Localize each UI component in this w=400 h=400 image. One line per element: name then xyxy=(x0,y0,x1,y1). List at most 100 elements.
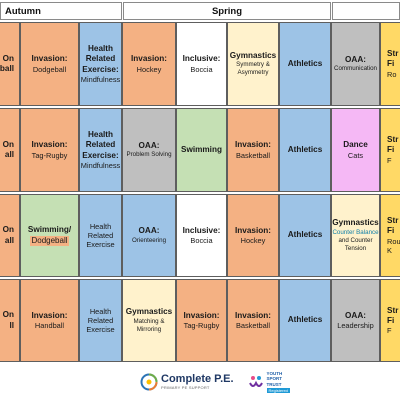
lesson-cell-text: Dance xyxy=(343,140,368,150)
lesson-cell-text: Health xyxy=(89,221,112,231)
lesson-cell-text: Cats xyxy=(347,150,364,160)
lesson-cell: Inclusive: Boccia xyxy=(176,194,227,277)
lesson-cell: OAA: Leadership xyxy=(331,279,380,362)
lesson-cell-text: OAA: xyxy=(345,54,366,64)
lesson-cell: Health Related Exercise xyxy=(79,194,122,277)
lesson-cell-text: Exercise: xyxy=(82,150,119,160)
lesson-cell: Invasion: Handball xyxy=(20,279,79,362)
lesson-cell-text: Tag-Rugby xyxy=(183,321,220,330)
lesson-cell-text: OAA: xyxy=(345,310,366,320)
lesson-cell-text: On xyxy=(2,53,14,63)
lesson-cell-text: Str xyxy=(387,305,399,315)
lesson-cell: Invasion: Hockey xyxy=(227,194,279,277)
lesson-cell-text: On xyxy=(2,310,14,320)
yst-badge: Registered xyxy=(266,387,290,393)
lesson-cell-text: Dodgeball xyxy=(32,64,67,74)
lesson-cell: Str Fi Ro xyxy=(380,22,400,106)
lesson-cell: Str Fi F xyxy=(380,108,400,192)
lesson-cell-text: Symmetry & xyxy=(236,61,270,69)
lesson-cell-text: Dodgeball xyxy=(30,235,69,246)
header-autumn: Autumn xyxy=(0,2,122,20)
lesson-cell-text: F xyxy=(387,326,392,336)
footer-logos: Complete P.E. PRIMARY PE SUPPORT YOUTH S… xyxy=(140,367,340,397)
lesson-cell-text: Boccia xyxy=(190,64,213,74)
lesson-cell: Health Related Exercise xyxy=(79,279,122,362)
curriculum-grid: Autumn Spring On ball Invasion: Dodgeball He… xyxy=(0,2,400,362)
lesson-cell-text: Invasion: xyxy=(235,140,271,150)
lesson-cell-text: Exercise xyxy=(86,240,115,250)
lesson-cell-text: Swimming/ xyxy=(27,225,72,235)
lesson-cell: On ball xyxy=(0,22,20,106)
lesson-cell-text: Gymnastics xyxy=(332,218,379,228)
lesson-cell-text: Matching & xyxy=(133,317,165,325)
lesson-cell-text: Tension xyxy=(344,244,367,252)
complete-pe-name: Complete P.E. xyxy=(161,373,234,385)
lesson-cell-text: Hockey xyxy=(240,236,266,245)
lesson-cell-text: Rou xyxy=(387,236,400,246)
lesson-cell-text: Invasion: xyxy=(235,225,271,235)
lesson-cell: Invasion: Hockey xyxy=(122,22,176,106)
lesson-cell-text: Fi xyxy=(387,226,395,236)
lesson-cell-text: Str xyxy=(387,135,399,145)
lesson-cell-text: Health xyxy=(87,44,114,53)
lesson-cell-text: F xyxy=(387,155,392,165)
complete-pe-tagline: PRIMARY PE SUPPORT xyxy=(161,385,210,390)
lesson-cell-text: Fi xyxy=(387,315,395,325)
lesson-cell: Health Related Exercise: Mindfulness xyxy=(79,22,122,106)
lesson-cell: Gymnastics Matching & Mirroring xyxy=(122,279,176,362)
lesson-cell: Athletics xyxy=(279,194,331,277)
lesson-cell-text: Related xyxy=(85,140,116,150)
lesson-cell-text: Counter Balance xyxy=(332,228,379,236)
lesson-cell-text: all xyxy=(4,235,14,245)
lesson-cell-text: Invasion: xyxy=(235,310,271,320)
lesson-cell-text: Health xyxy=(89,306,112,316)
lesson-cell-text: On xyxy=(2,139,14,149)
lesson-cell-text: Athletics xyxy=(287,315,323,325)
lesson-cell-text: OAA: xyxy=(138,140,160,150)
lesson-cell: On ll xyxy=(0,279,20,362)
lesson-cell-text: all xyxy=(4,150,14,159)
header-spring-label: Spring xyxy=(211,5,243,17)
lesson-cell-text: Swimming xyxy=(181,144,222,154)
lesson-cell-text: Str xyxy=(387,49,399,59)
lesson-cell-text: Handball xyxy=(34,321,65,330)
lesson-cell-text: Athletics xyxy=(287,58,323,68)
lesson-cell: Gymnastics Symmetry & Asymmetry xyxy=(227,22,279,106)
lesson-cell-text: Exercise: xyxy=(82,64,119,74)
youth-sport-trust-mark-icon xyxy=(248,375,263,387)
lesson-cell-text: Fi xyxy=(387,59,395,69)
lesson-cell-text: Ro xyxy=(387,69,397,79)
lesson-cell-text: and Counter xyxy=(338,236,373,244)
lesson-cell-text: Mirroring xyxy=(136,325,162,333)
lesson-cell-text: OAA: xyxy=(138,226,160,236)
yst-line-3: TRUST xyxy=(266,381,282,387)
lesson-cell: Athletics xyxy=(279,22,331,106)
lesson-cell: Inclusive: Boccia xyxy=(176,22,227,106)
lesson-cell-text: Tag-Rugby xyxy=(31,150,68,160)
lesson-cell-text: Inclusive: xyxy=(182,54,221,64)
lesson-cell: Dance Cats xyxy=(331,108,380,192)
lesson-cell-text: Exercise xyxy=(86,325,115,335)
lesson-cell-text: Invasion: xyxy=(183,310,220,320)
lesson-cell-text: Mindfulness xyxy=(80,160,121,170)
lesson-cell-text: Related xyxy=(87,230,114,240)
complete-pe-logo: Complete P.E. PRIMARY PE SUPPORT xyxy=(140,373,234,391)
lesson-cell-text: ball xyxy=(0,64,14,73)
lesson-cell: Str Fi Rou K xyxy=(380,194,400,277)
lesson-cell: Athletics xyxy=(279,279,331,362)
lesson-cell-text: Basketball xyxy=(235,150,271,160)
lesson-cell-text: Asymmetry xyxy=(237,69,269,77)
lesson-cell: Invasion: Basketball xyxy=(227,108,279,192)
lesson-cell: Invasion: Tag-Rugby xyxy=(20,108,79,192)
lesson-cell-text: Gymnastics xyxy=(229,50,277,60)
header-autumn-label: Autumn xyxy=(5,5,41,17)
complete-pe-mark-icon xyxy=(140,373,158,391)
lesson-cell-text: On xyxy=(2,225,14,235)
lesson-cell-text: Invasion: xyxy=(31,140,68,150)
lesson-cell: Health Related Exercise: Mindfulness xyxy=(79,108,122,192)
lesson-cell-text: Invasion: xyxy=(131,54,167,64)
lesson-cell: OAA: Problem Solving xyxy=(122,108,176,192)
lesson-cell-text: Gymnastics xyxy=(125,307,173,317)
header-summer xyxy=(332,2,400,20)
yst-line-1: YOUTH xyxy=(266,371,283,377)
